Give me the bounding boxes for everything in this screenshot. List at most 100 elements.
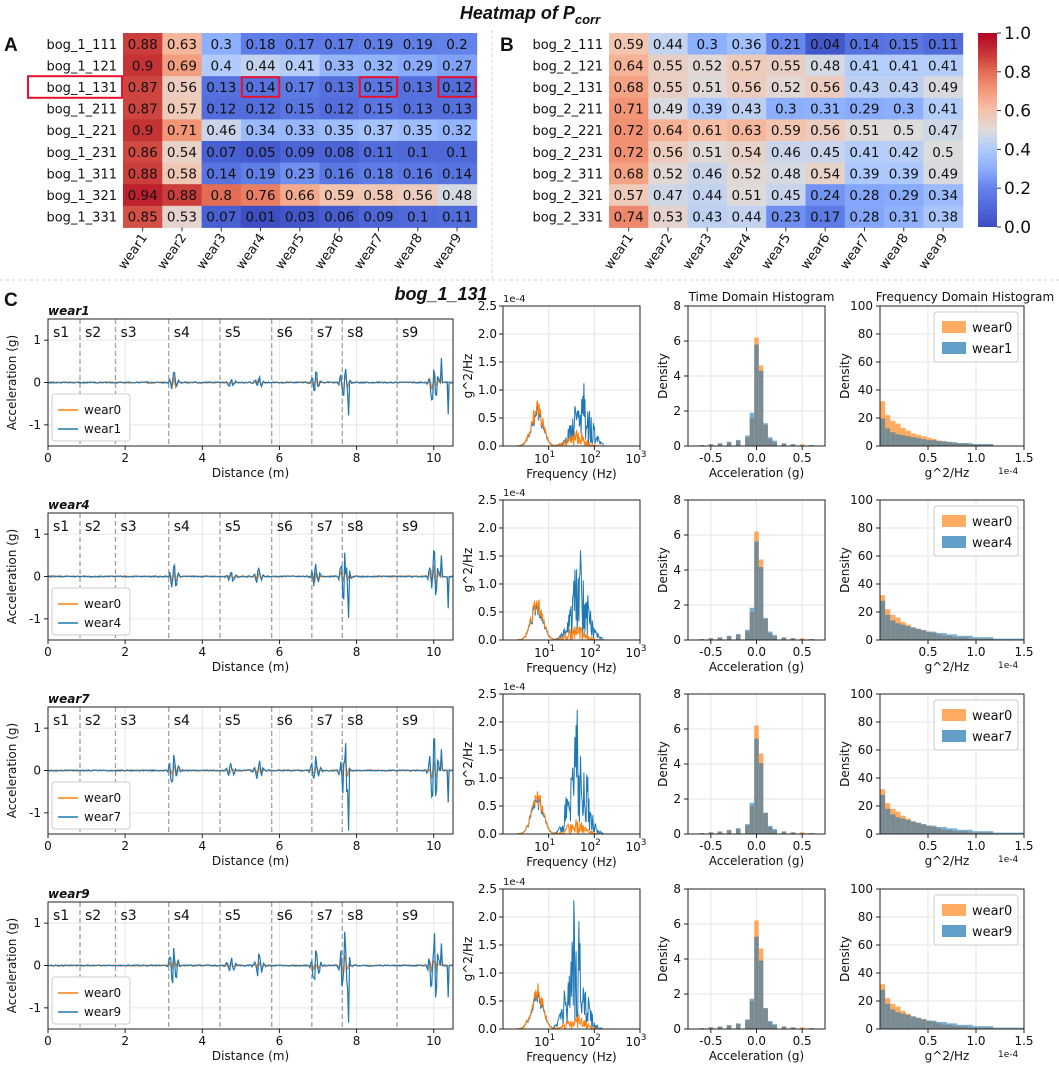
fhist-bar-wear4 <box>900 624 906 640</box>
x-tick-label: 102 <box>580 644 601 660</box>
fhist-bar-wear1 <box>952 442 958 446</box>
hist-bar-wear7 <box>754 738 759 834</box>
heatmap-b-value: 0.21 <box>771 37 801 53</box>
heatmap-a-value: 0.44 <box>246 58 276 74</box>
y-tick-label: -1 <box>29 612 41 626</box>
row-title: wear1 <box>48 304 90 318</box>
section-label: s1 <box>53 908 69 924</box>
heatmap-b-cell <box>648 162 689 185</box>
panel-label-c: C <box>4 290 18 311</box>
heatmap-a-value: 0.12 <box>206 102 236 118</box>
y-tick-label: 4 <box>673 563 681 577</box>
section-label: s9 <box>402 908 418 924</box>
heatmap-b-cell <box>609 54 649 77</box>
hist-bar-wear4 <box>745 629 750 640</box>
heatmap-b-value: 0.41 <box>849 58 879 74</box>
fhist-bar-wear9 <box>952 1023 958 1029</box>
heatmap-a-cell <box>319 54 360 77</box>
x-tick-label: 102 <box>580 838 601 854</box>
fhist-bar-wear4 <box>988 637 994 640</box>
heatmap-b-row-label: bog_2_121 <box>532 59 603 74</box>
heatmap-b-col-label: wear1 <box>602 231 637 273</box>
heatmap-b-cell <box>844 54 885 77</box>
fhist-axes-frame <box>879 305 1025 447</box>
heatmap-a-cell <box>240 184 281 207</box>
hist-bar-wear0 <box>799 1027 805 1029</box>
heatmap-a-value: 0.07 <box>206 145 236 161</box>
heatmap-b-cell <box>726 205 767 228</box>
heatmap-a-value: 0.9 <box>132 123 153 139</box>
section-label: s7 <box>317 325 333 341</box>
fhist-bar-wear7 <box>962 829 968 834</box>
fhist-bar-wear4 <box>936 633 942 640</box>
y-tick-label: 2 <box>673 404 681 418</box>
heatmap-a-cell <box>240 97 281 120</box>
heatmap-a-value: 0.13 <box>324 80 354 96</box>
fhist-bar-wear1 <box>900 435 906 446</box>
heatmap-b-row-label: bog_2_231 <box>532 146 603 161</box>
heatmap-a-value: 0.12 <box>324 102 354 118</box>
section-label: s3 <box>121 325 137 341</box>
heatmap-a-cell <box>201 54 242 77</box>
heatmap-b-value: 0.44 <box>653 37 683 53</box>
heatmap-a-cell <box>319 141 360 164</box>
heatmap-a-cell <box>201 33 242 56</box>
y-tick-label: 6 <box>673 334 681 348</box>
hist-bar-wear4 <box>754 541 759 640</box>
heatmap-a-value: 0.18 <box>363 166 393 182</box>
heatmap-b-col-label: wear2 <box>641 231 676 273</box>
heatmap-b-col-label: wear3 <box>680 231 715 273</box>
heatmap-a-cell <box>358 141 399 164</box>
fhist-bar-wear4 <box>890 620 896 640</box>
heatmap-a-cell <box>319 119 360 142</box>
heatmap-b-cell <box>687 184 728 207</box>
heatmap-a-value: 0.07 <box>206 210 236 226</box>
heatmap-a-cell <box>280 119 320 142</box>
hist-bar-wear4 <box>767 631 773 640</box>
heatmap-a-cell <box>437 205 478 228</box>
fhist-legend-label-wear0: wear0 <box>972 515 1012 530</box>
heatmap-b-col-label: wear7 <box>837 231 872 273</box>
heatmap-b-cell <box>609 119 649 142</box>
hist-bar-wear1 <box>749 412 755 446</box>
heatmap-a-value: 0.2 <box>446 37 467 53</box>
fhist-legend-swatch-comparison <box>942 925 966 937</box>
fhist-bar-wear4 <box>910 627 916 640</box>
hist-bar-wear1 <box>767 437 773 446</box>
fhist-bar-wear1 <box>977 444 983 446</box>
heatmap-a-value: 0.19 <box>403 37 433 53</box>
heatmap-b-value: 0.56 <box>653 145 683 161</box>
heatmap-a-row-label: bog_1_321 <box>46 189 117 204</box>
heatmap-a-row-label: bog_1_331 <box>46 211 117 226</box>
y-tick-label: 1.5 <box>478 355 497 369</box>
fhist-bar-wear7 <box>921 824 927 834</box>
heatmap-b-cell <box>805 162 846 185</box>
heatmap-b-cell <box>805 76 846 99</box>
x-axis-label: Distance (m) <box>212 1049 289 1063</box>
fhist-bar-wear7 <box>905 820 911 834</box>
x-tick-label: 1.0 <box>966 839 985 853</box>
heatmap-a-value: 0.86 <box>128 145 158 161</box>
y-tick-label: 60 <box>858 355 873 369</box>
heatmap-a-value: 0.58 <box>363 188 393 204</box>
y-tick-label: 20 <box>858 605 873 619</box>
heatmap-b-cell <box>687 33 728 56</box>
section-label: s7 <box>317 713 333 729</box>
heatmap-a-cell <box>280 162 320 185</box>
heatmap-a-col-label: wear9 <box>430 231 465 273</box>
heatmap-a-value: 0.59 <box>324 188 354 204</box>
heatmap-a-value: 0.08 <box>324 145 354 161</box>
x-tick-label: 0 <box>44 451 52 465</box>
fhist-bar-wear9 <box>962 1024 968 1029</box>
heatmap-a-cell <box>123 184 163 207</box>
heatmap-a-value: 0.69 <box>167 58 197 74</box>
heatmap-b-cell <box>648 54 689 77</box>
heatmap-a-value: 0.87 <box>128 102 158 118</box>
heatmap-b-value: 0.39 <box>889 166 919 182</box>
heatmap-b-cell <box>844 119 885 142</box>
heatmap-a-value: 0.03 <box>285 210 315 226</box>
fhist-bar-wear9 <box>946 1023 952 1029</box>
hist-bar-wear1 <box>763 423 768 446</box>
heatmap-a-cell <box>437 33 478 56</box>
heatmap-b-cell <box>805 184 846 207</box>
